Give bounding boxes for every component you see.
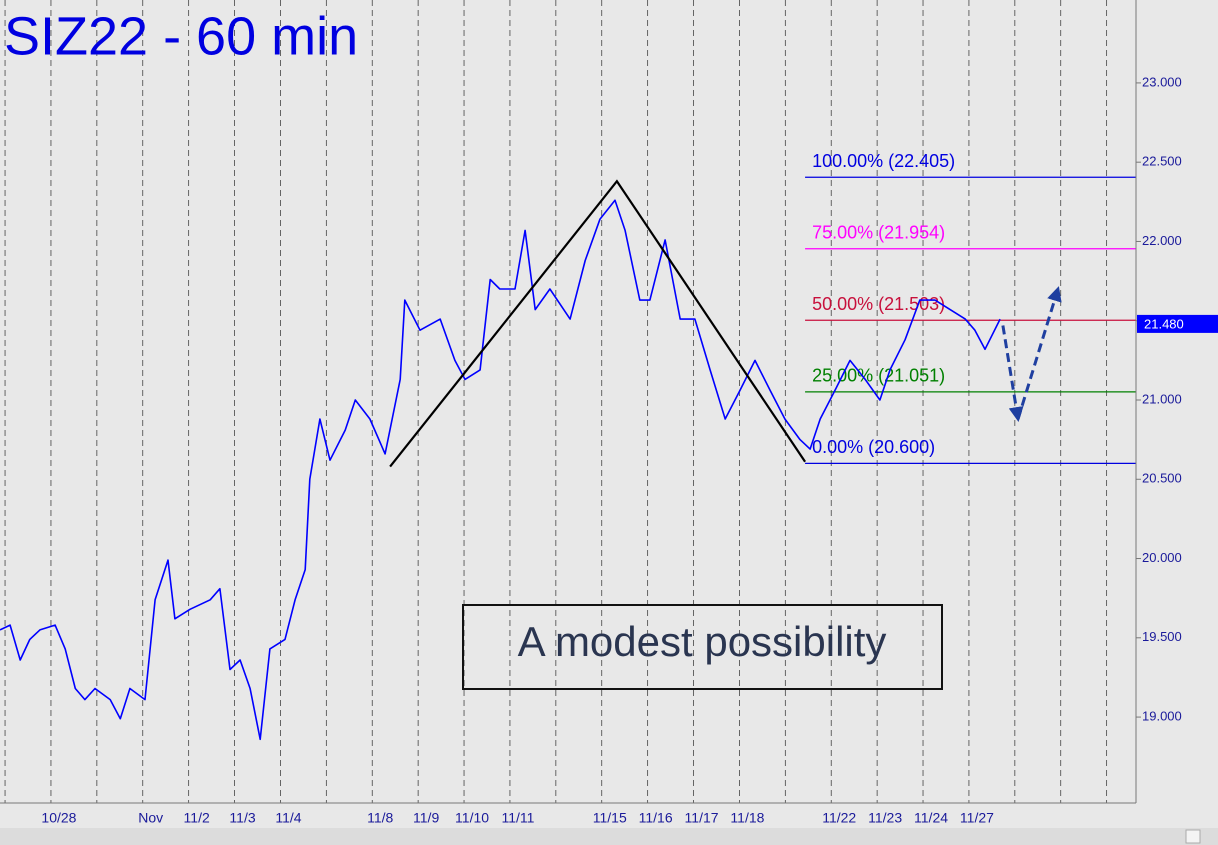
y-tick-label: 22.500 xyxy=(1142,154,1182,169)
x-tick-label: 11/16 xyxy=(639,810,673,826)
x-tick-label: 11/23 xyxy=(868,810,902,826)
y-tick-label: 19.500 xyxy=(1142,629,1182,644)
x-tick-label: 11/3 xyxy=(229,810,255,826)
x-tick-label: 11/24 xyxy=(914,810,948,826)
fib-label: 75.00% (21.954) xyxy=(812,222,945,242)
x-tick-label: 11/4 xyxy=(275,810,301,826)
x-tick-label: 11/27 xyxy=(960,810,994,826)
annotation: A modest possibility xyxy=(518,618,887,665)
plot: 100.00% (22.405) 75.00% (21.954) 50.00% (2… xyxy=(0,0,1136,803)
scrollbar[interactable] xyxy=(0,828,1218,845)
x-tick-label: 11/9 xyxy=(413,810,439,826)
x-tick-label: 11/11 xyxy=(501,810,534,826)
last-price-label: 21.480 xyxy=(1144,316,1184,331)
y-tick-label: 20.500 xyxy=(1142,471,1182,486)
pattern-line xyxy=(389,179,807,468)
x-tick-label: 11/18 xyxy=(730,810,764,826)
x-tick-label: 11/22 xyxy=(822,810,856,826)
x-tick-label: 11/8 xyxy=(367,810,393,826)
x-tick-label: 11/15 xyxy=(593,810,627,826)
x-tick-label: 11/17 xyxy=(685,810,719,826)
fib-label: 25.00% (21.051) xyxy=(812,366,945,386)
x-tick-label: Nov xyxy=(138,810,163,826)
x-tick-label: 10/28 xyxy=(41,810,76,826)
y-tick-label: 20.000 xyxy=(1142,550,1182,565)
fib-label: 100.00% (22.405) xyxy=(812,151,955,171)
annotation-box xyxy=(462,604,943,690)
y-tick-label: 21.000 xyxy=(1142,391,1182,406)
projection-arrow xyxy=(1016,286,1062,420)
x-tick-label: 11/10 xyxy=(455,810,489,826)
chart-title: SIZ22 - 60 min xyxy=(4,6,358,66)
y-tick-label: 22.000 xyxy=(1142,233,1182,248)
fib-label: 50.00% (21.503) xyxy=(812,294,945,314)
fib-label: 0.00% (20.600) xyxy=(812,437,935,457)
y-tick-label: 19.000 xyxy=(1142,709,1182,724)
price-line xyxy=(0,199,1001,741)
projection-arrow xyxy=(1001,325,1024,422)
scroll-thumb[interactable] xyxy=(1185,829,1201,844)
x-tick-label: 11/2 xyxy=(184,810,210,826)
y-tick-label: 23.000 xyxy=(1142,74,1182,89)
last-price-box xyxy=(1137,314,1218,333)
